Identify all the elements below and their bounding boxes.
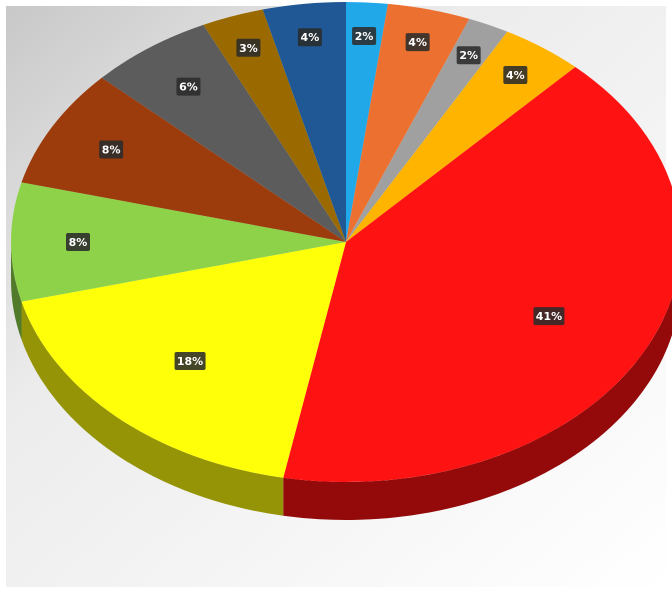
pie-label-4: 4% <box>503 66 528 85</box>
pie-label-3: 2% <box>456 46 481 65</box>
pie-label-2: 4% <box>405 33 430 52</box>
pie-label-text: 2% <box>355 30 374 43</box>
pie-label-box <box>176 77 201 96</box>
pie-slice-10 <box>203 9 346 243</box>
pie-label-box <box>99 140 124 159</box>
pie-label-1: 2% <box>352 27 377 46</box>
pie-label-text: 6% <box>179 81 198 94</box>
pie-label-box <box>174 351 206 370</box>
pie-sides <box>11 242 672 520</box>
pie-labels: 2% 4% 2% 4% 41% 18% 8% 8% 6% 3% 4% <box>66 27 565 370</box>
pie-label-5: 41% <box>533 307 565 326</box>
pie-slice-1 <box>346 2 388 242</box>
pie-slice-8 <box>21 77 347 242</box>
pie-label-text: 8% <box>102 144 121 157</box>
pie-slice-2 <box>346 3 470 243</box>
pie-slice-9 <box>101 24 347 242</box>
pie-label-text: 4% <box>301 31 320 44</box>
pie-label-text: 3% <box>239 42 258 55</box>
pie-side-6 <box>21 301 284 516</box>
pie-label-text: 8% <box>69 236 88 249</box>
pie-slice-5 <box>283 67 672 482</box>
pie-label-text: 4% <box>506 69 525 82</box>
pie-label-box <box>405 33 430 52</box>
pie-label-box <box>66 233 90 251</box>
pie-slices <box>10 1 672 482</box>
pie-label-8: 8% <box>99 140 124 159</box>
pie-label-6: 18% <box>174 351 206 370</box>
pie-label-text: 18% <box>177 355 203 368</box>
pie-label-box <box>503 66 528 85</box>
pie-label-box <box>297 28 322 47</box>
pie-label-text: 41% <box>536 310 562 323</box>
pie-slice-7 <box>10 182 346 302</box>
pie-slice-3 <box>346 18 508 243</box>
pie-label-7: 8% <box>66 233 90 251</box>
pie-label-box <box>352 27 377 46</box>
pie-label-box <box>456 46 481 65</box>
pie-label-box <box>533 307 565 326</box>
pie-slice-4 <box>346 31 576 242</box>
pie-label-text: 2% <box>459 49 478 62</box>
pie-label-box <box>236 38 261 57</box>
pie-label-10: 3% <box>236 38 261 57</box>
pie-label-text: 4% <box>408 36 427 49</box>
pie-side-7 <box>11 242 22 340</box>
pie-label-11: 4% <box>297 28 322 47</box>
pie-slice-11 <box>262 1 346 242</box>
pie-side-5 <box>283 297 672 520</box>
pie-label-9: 6% <box>176 77 201 96</box>
